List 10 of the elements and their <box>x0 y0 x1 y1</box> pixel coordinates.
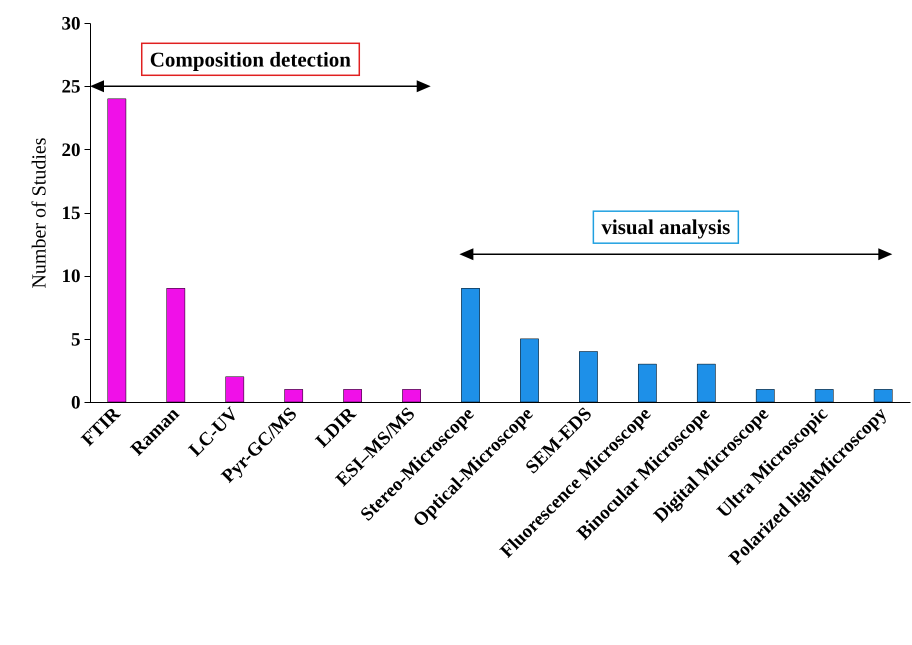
y-tick-label: 20 <box>62 140 80 161</box>
y-tick-label: 10 <box>62 266 80 288</box>
y-axis-title: Number of Studies <box>28 137 50 289</box>
annotation: visual analysis <box>601 215 730 240</box>
y-tick-label: 30 <box>62 14 80 34</box>
annotation: Composition detection <box>150 47 352 72</box>
y-tick-label: 5 <box>71 329 80 350</box>
y-tick-label: 0 <box>71 392 80 414</box>
y-tick-label: 15 <box>62 203 80 224</box>
y-tick-label: 25 <box>62 76 80 98</box>
